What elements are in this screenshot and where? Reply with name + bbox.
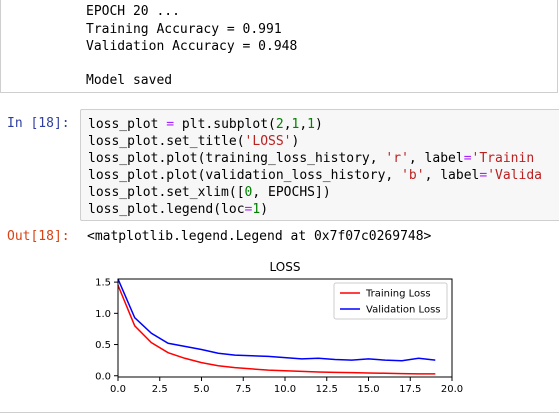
- loss-chart: LOSS 0.0 2.5 5.0 7.5 10.0 12.5 15.0 17.5 20.0 0.0 0…: [95, 260, 463, 395]
- x-tick-label: 12.5: [316, 384, 338, 395]
- code-token: ,: [283, 117, 292, 132]
- output-repr-text: <matplotlib.legend.Legend at 0x7f07c0269…: [87, 229, 432, 244]
- code-line: loss_plot = plt.subplot(2,1,1): [88, 117, 323, 133]
- x-tick-label: 0.0: [110, 384, 126, 395]
- legend-label-0: Training Loss: [365, 289, 431, 300]
- code-line: loss_plot.set_xlim([0, EPOCHS]): [88, 185, 331, 201]
- code-token: loss_plot.legend(loc: [88, 202, 245, 217]
- code-token: , EPOCHS]): [252, 185, 331, 200]
- code-token: 1: [291, 117, 300, 132]
- series-line-1: [117, 278, 436, 362]
- code-token: =: [479, 168, 488, 183]
- code-line: loss_plot.plot(training_loss_history, 'r…: [88, 151, 534, 167]
- series-line-0: [117, 284, 436, 375]
- code-token: , label: [408, 151, 464, 166]
- code-token: , label: [424, 168, 480, 183]
- code-token: loss_plot.plot(training_loss_history,: [88, 151, 386, 166]
- code-token: =: [166, 117, 175, 132]
- x-tick-label: 10.0: [274, 384, 296, 395]
- legend-box: [333, 282, 448, 320]
- code-token: 'Valida: [487, 168, 542, 183]
- code-token: ): [260, 202, 269, 217]
- input-prompt: In [18]:: [7, 116, 70, 131]
- chart-title: LOSS: [270, 260, 301, 274]
- code-token: plt.subplot(: [174, 117, 276, 132]
- code-token: 'LOSS': [244, 134, 292, 149]
- code-token: loss_plot: [88, 117, 167, 132]
- code-token: loss_plot.set_xlim([: [88, 185, 245, 200]
- code-token: 'r': [385, 151, 409, 166]
- x-tick-label: 7.5: [235, 384, 251, 395]
- cell-divider: [0, 412, 559, 413]
- stream-line: Training Accuracy = 0.991: [86, 22, 282, 37]
- code-token: loss_plot.set_title(: [88, 134, 245, 149]
- code-editor[interactable]: loss_plot = plt.subplot(2,1,1) loss_plot.…: [80, 109, 559, 221]
- stream-line: EPOCH 20 ...: [86, 4, 180, 19]
- x-tick-label: 15.0: [357, 384, 379, 395]
- x-tick-label: 20.0: [441, 384, 463, 395]
- code-token: 2: [275, 117, 284, 132]
- y-tick-label: 0.0: [95, 371, 111, 382]
- code-token: 'Trainin: [471, 151, 535, 166]
- code-token: loss_plot.plot(validation_loss_history,: [88, 168, 402, 183]
- code-token: 'b': [401, 168, 425, 183]
- code-token: 0: [244, 185, 253, 200]
- stream-output-area: EPOCH 20 ... Training Accuracy = 0.991 V…: [0, 0, 558, 93]
- code-token: =: [244, 202, 253, 217]
- code-line: loss_plot.set_title('LOSS'): [88, 134, 299, 150]
- x-tick-label: 17.5: [399, 384, 421, 395]
- code-line: loss_plot.legend(loc=1): [88, 202, 268, 218]
- code-token: 1: [307, 117, 315, 132]
- y-tick-label: 1.0: [95, 309, 111, 320]
- legend-label-1: Validation Loss: [366, 305, 441, 316]
- y-tick-label: 0.5: [95, 340, 111, 351]
- code-token: ,: [299, 117, 308, 132]
- code-token: 1: [252, 202, 261, 217]
- code-line: loss_plot.plot(validation_loss_history, …: [88, 168, 542, 184]
- y-tick-label: 1.5: [95, 278, 111, 289]
- output-prompt: Out[18]:: [7, 229, 70, 244]
- code-token: ): [315, 117, 323, 132]
- code-token: =: [463, 151, 472, 166]
- code-token: ): [291, 134, 300, 149]
- stream-line: Model saved: [86, 73, 173, 88]
- x-tick-label: 2.5: [152, 384, 168, 395]
- x-tick-label: 5.0: [194, 384, 210, 395]
- stream-line: Validation Accuracy = 0.948: [86, 39, 298, 54]
